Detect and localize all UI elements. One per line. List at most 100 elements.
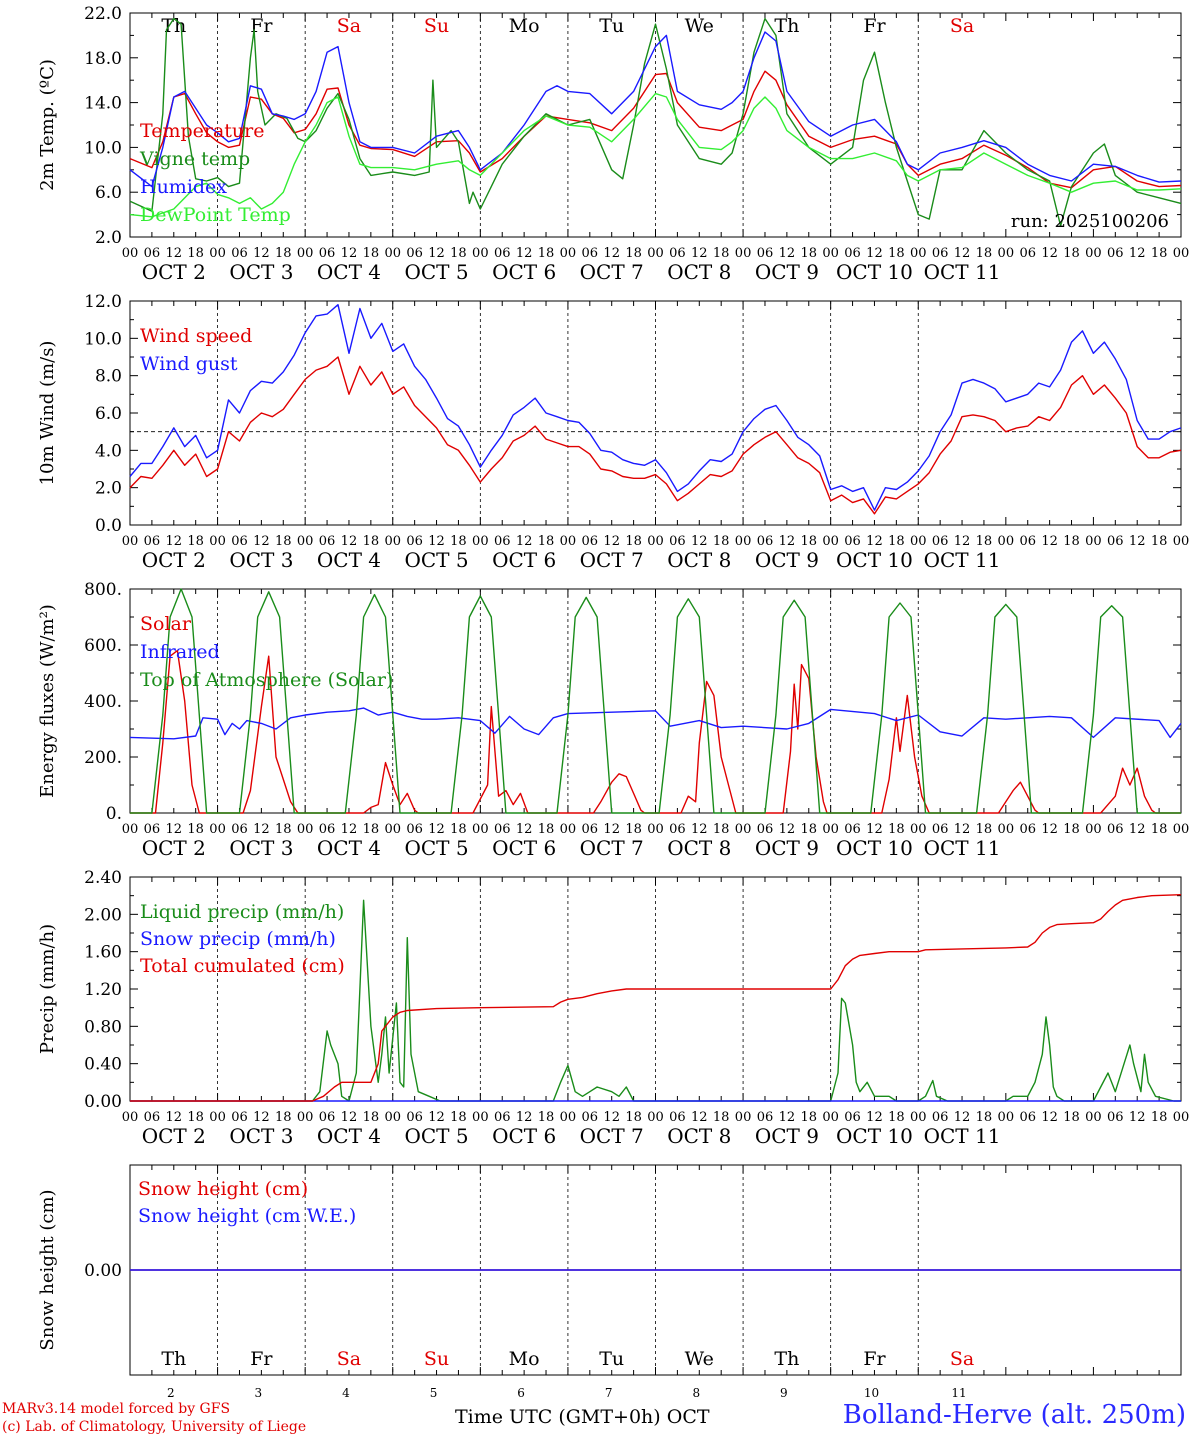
hour-tick-label: 00 [209,1110,226,1125]
day-label: OCT 9 [755,836,819,860]
legend-entry: Wind speed [140,325,252,347]
hour-tick-label: 12 [866,246,883,261]
hour-tick-label: 00 [910,822,927,837]
hour-tick-label: 18 [625,534,642,549]
day-label: OCT 4 [317,1124,381,1148]
chart-panel-3: 0. 200. 400. 600. 800. Energy fluxes (W/m²) So… [37,580,1189,860]
chart-panel-1: 2.0 6.0 10.0 14.0 18.0 22.0 2m Temp. (ºC) Th Fr S… [37,4,1189,284]
legend-entry: Wind gust [140,353,238,375]
weekday-label: We [685,15,714,37]
hour-tick-label: 12 [691,534,708,549]
hour-tick-label: 12 [1041,246,1058,261]
y-tick-label: 4.0 [95,441,122,461]
day-label: OCT 8 [667,548,731,572]
day-number-label: 3 [255,1386,263,1400]
hour-tick-label: 06 [844,534,861,549]
x-axis-month: OCT [666,1406,710,1428]
hour-tick-label: 12 [603,1110,620,1125]
hour-tick-label: 06 [231,822,248,837]
hour-tick-label: 00 [910,1110,927,1125]
legend-entry: DewPoint Temp [140,204,291,226]
hour-tick-label: 18 [363,534,380,549]
hour-tick-label: 00 [297,534,314,549]
hour-tick-label: 18 [713,822,730,837]
hour-tick-label: 12 [166,822,183,837]
day-label: OCT 4 [317,836,381,860]
hour-tick-label: 00 [384,1110,401,1125]
hour-tick-label: 00 [735,1110,752,1125]
hour-tick-label: 18 [538,534,555,549]
hour-tick-label: 06 [932,246,949,261]
y-tick-label: 10.0 [84,138,122,158]
station-label: Bolland-Herve (alt. 250m) [842,1400,1186,1430]
hour-tick-label: 18 [450,534,467,549]
hour-tick-label: 12 [866,1110,883,1125]
hour-tick-label: 00 [122,534,139,549]
weekday-label: Su [424,15,449,37]
hour-tick-label: 12 [428,534,445,549]
day-number-label: 2 [167,1386,175,1400]
day-label: OCT 9 [755,1124,819,1148]
hour-tick-label: 00 [560,534,577,549]
hour-tick-label: 18 [976,534,993,549]
hour-tick-label: 18 [976,822,993,837]
hour-tick-label: 00 [910,246,927,261]
series-line-total-cumulated-cm [130,894,1182,1102]
hour-tick-label: 12 [253,1110,270,1125]
hour-tick-label: 06 [144,246,161,261]
day-label: OCT 6 [492,260,556,284]
hour-tick-label: 12 [253,822,270,837]
hour-tick-label: 06 [144,534,161,549]
day-label: OCT 8 [667,836,731,860]
y-tick-label: 0.00 [84,1261,122,1281]
hour-tick-label: 12 [1129,1110,1146,1125]
hour-tick-label: 18 [976,246,993,261]
weekday-label: Tu [599,1348,624,1370]
weekday-label: Sa [337,15,361,37]
hour-tick-label: 18 [450,246,467,261]
hour-tick-label: 06 [231,534,248,549]
hour-tick-label: 18 [538,822,555,837]
day-label: OCT 9 [755,548,819,572]
day-label: OCT 3 [229,260,293,284]
weekday-label: We [685,1348,714,1370]
day-label: OCT 2 [142,836,206,860]
y-tick-label: 18.0 [84,49,122,69]
day-label: OCT 7 [580,836,644,860]
hour-tick-label: 18 [625,1110,642,1125]
hour-tick-label: 18 [888,246,905,261]
legend-entry: Solar [140,613,192,635]
hour-tick-label: 00 [1085,246,1102,261]
hour-tick-label: 06 [406,534,423,549]
hour-tick-label: 00 [735,246,752,261]
hour-tick-label: 18 [363,246,380,261]
hour-tick-label: 00 [910,534,927,549]
hour-tick-label: 00 [297,1110,314,1125]
hour-tick-label: 06 [932,1110,949,1125]
hour-tick-label: 18 [625,822,642,837]
hour-tick-label: 18 [187,1110,204,1125]
series-line-solar [130,649,1181,814]
weekday-label: Th [161,1348,186,1370]
hour-tick-label: 12 [779,246,796,261]
weekday-label: Su [424,1348,449,1370]
hour-tick-label: 00 [998,534,1015,549]
chart-panel-2: 0.0 2.0 4.0 6.0 8.0 10.0 12.0 10m Wind (m/s) Win… [37,292,1189,572]
hour-tick-label: 06 [1019,246,1036,261]
plot-frame [129,300,1182,526]
day-number-label: 10 [864,1386,879,1400]
weekday-label: Sa [337,1348,361,1370]
hour-tick-label: 06 [757,1110,774,1125]
hour-tick-label: 12 [341,822,358,837]
hour-tick-label: 06 [1107,822,1124,837]
hour-tick-label: 00 [209,246,226,261]
hour-tick-label: 12 [779,534,796,549]
hour-tick-label: 18 [800,822,817,837]
hour-tick-label: 12 [341,534,358,549]
run-annotation: run: 2025100206 [1011,211,1169,232]
weekday-label: Fr [863,1348,886,1370]
hour-tick-label: 00 [560,246,577,261]
y-tick-label: 0. [106,804,122,824]
hour-tick-label: 06 [1019,1110,1036,1125]
y-axis-label: 2m Temp. (ºC) [37,59,58,191]
